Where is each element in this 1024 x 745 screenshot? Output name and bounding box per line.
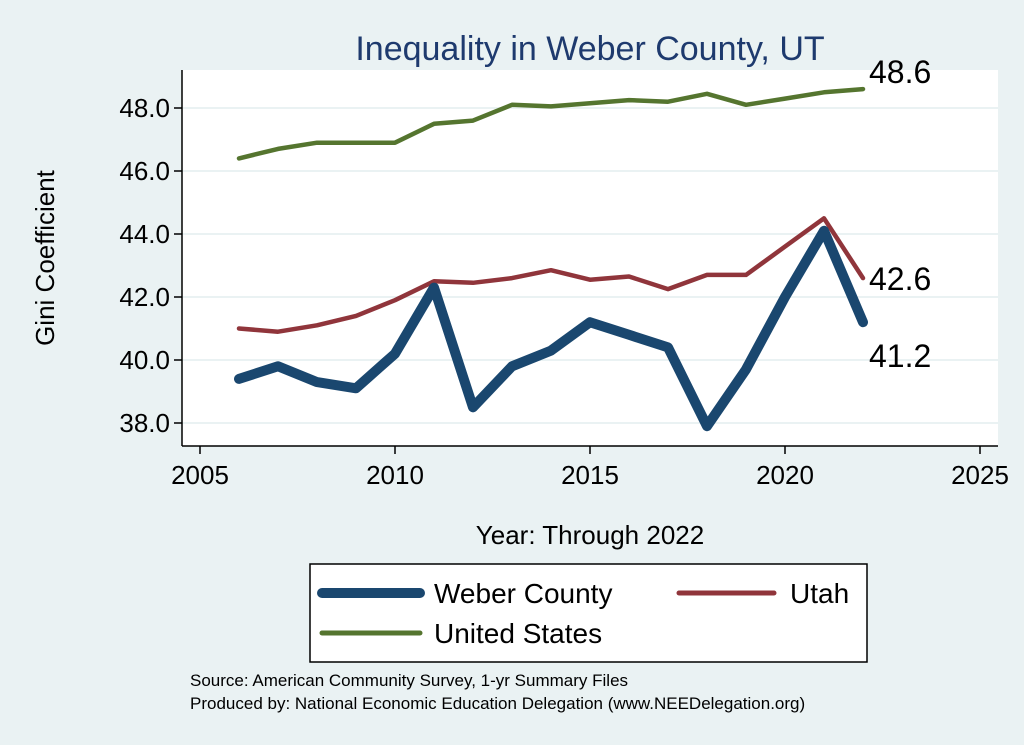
gridlines (182, 107, 998, 424)
end-labels: 41.2 42.6 48.6 (869, 54, 931, 374)
x-axis-label: Year: Through 2022 (476, 520, 704, 550)
x-tick-label: 2025 (951, 460, 1009, 490)
series-lines (234, 86, 868, 432)
end-label-utah: 42.6 (869, 261, 931, 297)
legend-label-weber: Weber County (434, 578, 612, 609)
y-tick-label: 40.0 (119, 345, 170, 375)
axes: 38.0 40.0 42.0 44.0 46.0 48.0 2005 2010 2015 2020… (119, 70, 1009, 490)
series-line-utah (236, 216, 866, 334)
legend-label-us: United States (434, 618, 602, 649)
legend: Weber County Utah United States (309, 563, 868, 663)
series-line-united-states (236, 86, 866, 161)
y-tick-label: 42.0 (119, 282, 170, 312)
series-line-weber-county (234, 225, 868, 432)
x-tick-label: 2015 (561, 460, 619, 490)
y-tick-label: 48.0 (119, 93, 170, 123)
y-axis-label: Gini Coefficient (30, 169, 60, 346)
end-label-weber-county: 41.2 (869, 338, 931, 374)
y-tick-label: 46.0 (119, 156, 170, 186)
x-tick-label: 2010 (366, 460, 424, 490)
plot-area (182, 70, 998, 446)
y-tick-label: 38.0 (119, 408, 170, 438)
chart-title: Inequality in Weber County, UT (355, 30, 824, 68)
end-label-united-states: 48.6 (869, 54, 931, 90)
x-tick-label: 2020 (756, 460, 814, 490)
legend-label-utah: Utah (790, 578, 849, 609)
source-note: Source: American Community Survey, 1-yr … (190, 671, 628, 690)
produced-note: Produced by: National Economic Education… (190, 694, 805, 713)
y-tick-label: 44.0 (119, 219, 170, 249)
x-tick-label: 2005 (171, 460, 229, 490)
legend-box (309, 563, 868, 663)
